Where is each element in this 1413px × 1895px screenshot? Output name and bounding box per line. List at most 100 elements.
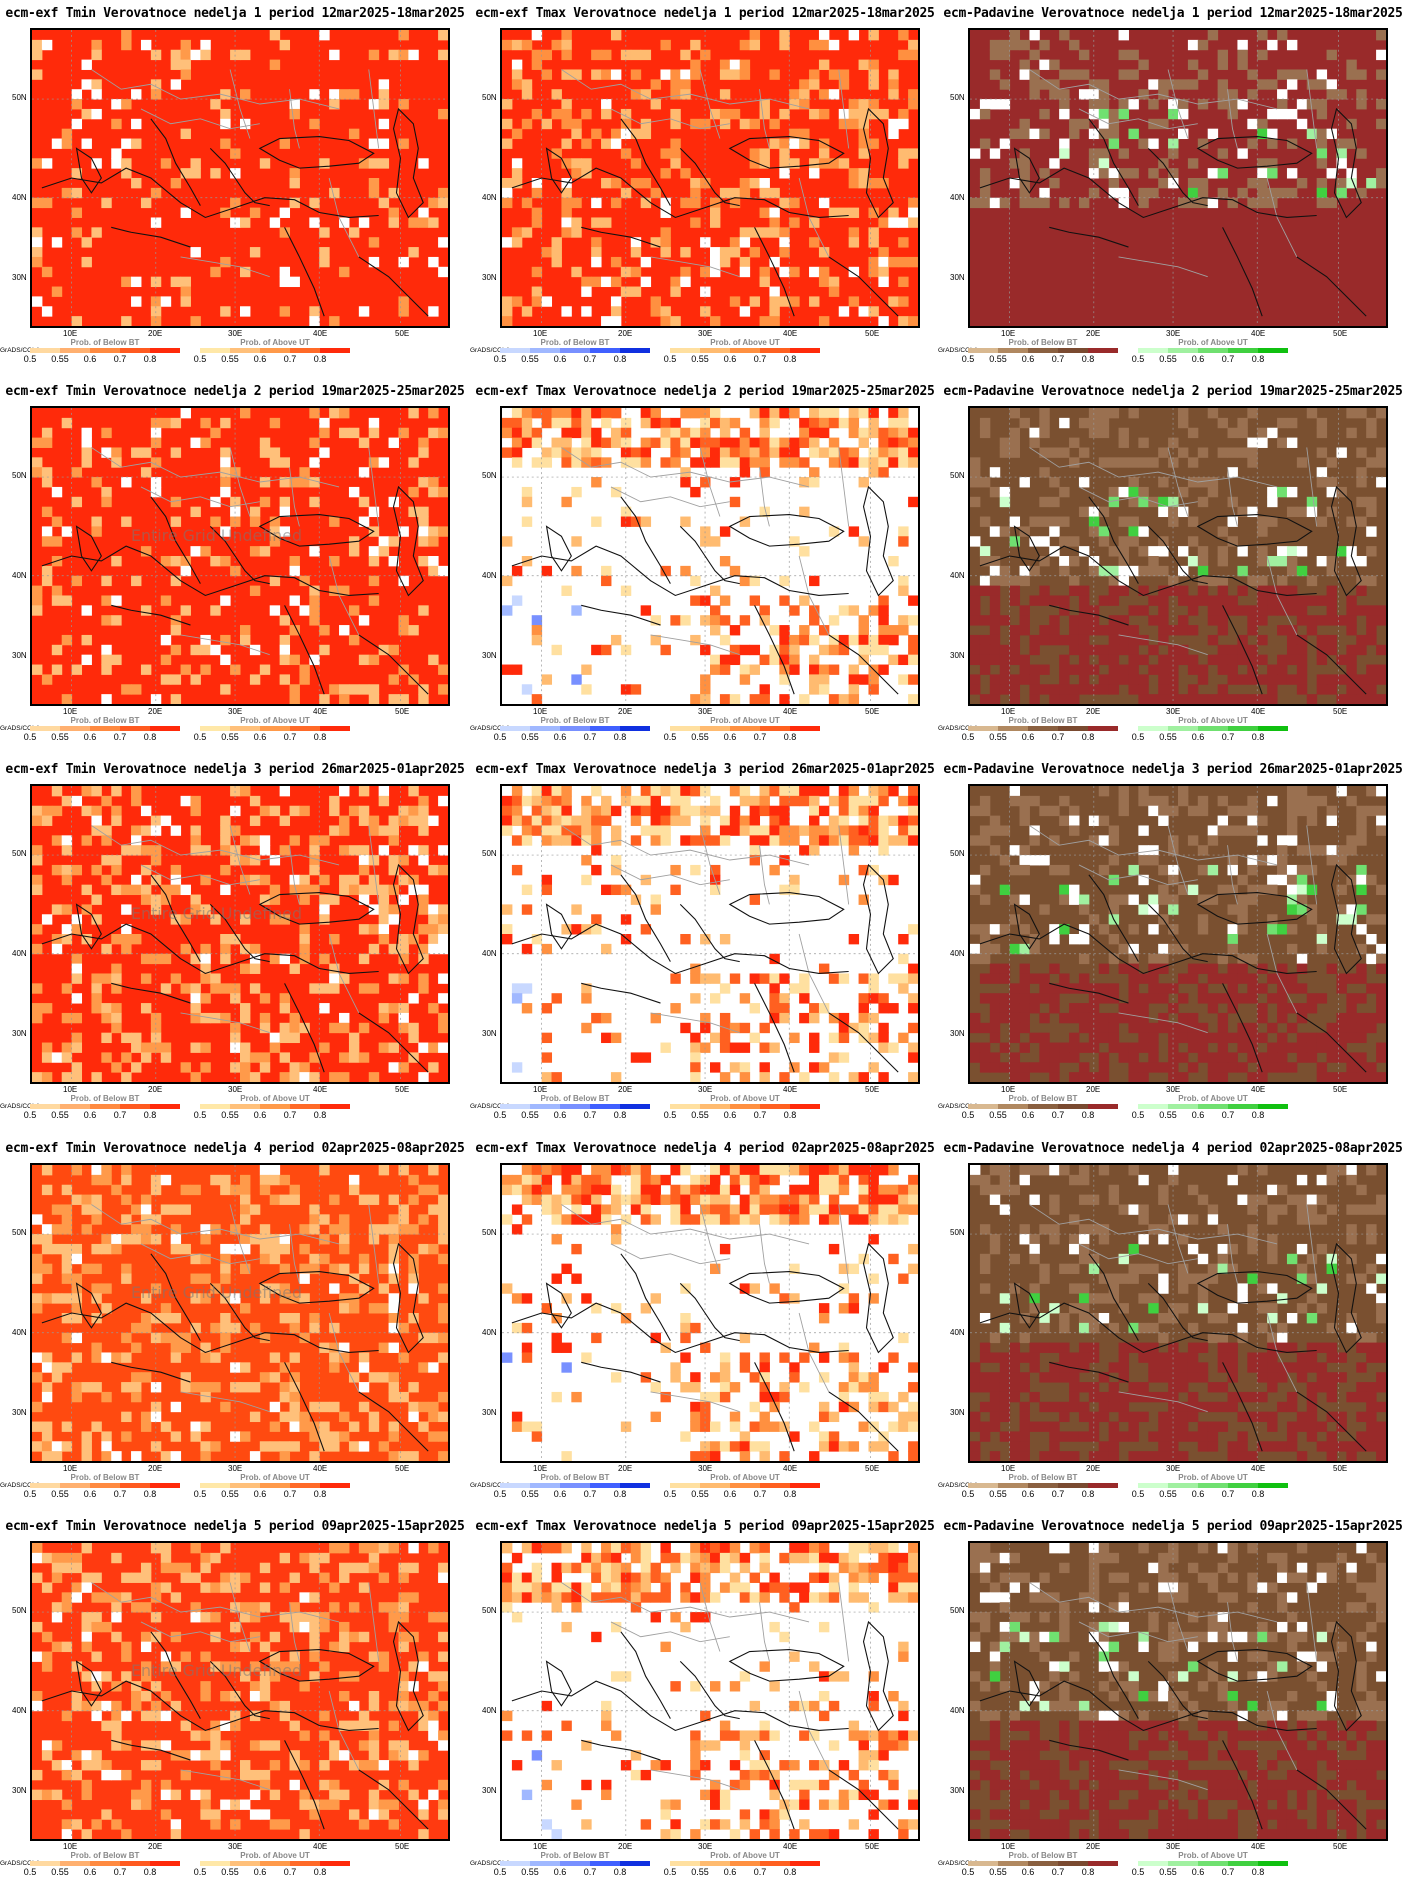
prob-cell [521,1165,533,1176]
prob-cell [1316,674,1328,685]
prob-cell [299,674,310,685]
prob-cell [1376,1042,1386,1053]
prob-cell [259,1052,271,1063]
prob-cell [180,128,191,140]
prob-cell [1049,178,1060,189]
prob-cell [32,227,43,238]
prob-cell [51,1204,63,1215]
prob-cell [1049,1042,1060,1053]
prob-cell [858,1174,869,1186]
prob-cell [378,904,390,915]
prob-cell [561,1362,572,1373]
prob-cell [1326,556,1337,567]
lat-tick-label: 40N [950,949,965,958]
grads-credit: GrADS/COLA [938,347,979,354]
prob-cell [908,316,918,326]
prob-cell [729,417,741,429]
prob-cell [101,1451,112,1461]
prob-cell [101,835,112,846]
colorbar-swatch [998,1104,1028,1109]
prob-cell [81,59,92,70]
prob-cell [749,158,761,169]
prob-cell [121,99,132,110]
prob-cell [769,1421,780,1432]
prob-cell [1296,457,1308,468]
panel-title: ecm-exf Tmax Verovatnoce nedelja 1 perio… [475,6,935,21]
prob-cell [1356,884,1367,896]
prob-cell [888,1194,899,1205]
prob-cell [502,536,513,547]
prob-cell [1237,924,1248,935]
prob-cell [111,1022,122,1034]
prob-cell [398,1165,409,1176]
prob-cell [368,457,380,468]
prob-cell [319,983,330,994]
prob-cell [789,786,800,797]
prob-cell [358,1401,370,1413]
prob-cell [1356,815,1367,826]
prob-cell [1336,973,1347,984]
prob-cell [408,217,419,228]
prob-cell [1366,575,1377,587]
prob-cell [868,1234,879,1245]
prob-cell [719,1042,731,1053]
prob-cell [190,1072,201,1082]
prob-cell [531,1174,543,1186]
prob-cell [81,934,92,945]
prob-cell [408,506,419,518]
prob-cell [521,1184,533,1196]
prob-cell [999,664,1011,675]
prob-cell [1306,575,1318,587]
prob-cell [388,1313,399,1324]
prob-cell [1158,634,1169,646]
prob-cell [91,477,102,488]
prob-cell [1009,684,1021,695]
prob-cell [749,1165,761,1176]
prob-cell [1356,1052,1367,1063]
prob-cell [358,467,370,478]
prob-cell [160,1042,172,1053]
prob-cell [789,983,800,994]
prob-cell [858,128,869,140]
prob-cell [438,1253,448,1265]
prob-cell [828,1214,840,1225]
prob-cell [309,197,320,209]
prob-cell [759,1352,770,1363]
coastline [1049,226,1129,248]
prob-cell [799,99,810,110]
prob-cell [1217,1012,1229,1024]
prob-cell [240,217,251,228]
prob-cell [259,894,271,905]
prob-cell [561,437,572,448]
prob-cell [299,1273,310,1284]
prob-cell [368,1224,380,1235]
prob-cell [111,864,122,876]
prob-cell [908,973,918,984]
country-border [1306,69,1318,149]
prob-cell [561,585,572,596]
country-border [759,845,770,905]
prob-cell [531,694,543,704]
prob-cell [511,993,523,1004]
prob-cell [131,845,142,856]
prob-cell [710,266,721,278]
prob-cell [571,69,582,80]
prob-cell [101,1174,112,1186]
prob-cell [1326,595,1337,606]
prob-cell [1277,654,1288,666]
prob-cell [279,674,291,685]
prob-cell [1247,605,1258,616]
prob-cell [1158,795,1169,807]
prob-cell [358,1382,370,1393]
prob-cell [259,1372,271,1383]
prob-cell [878,634,889,646]
prob-cell [502,118,513,130]
prob-cell [1296,506,1308,518]
prob-cell [279,1441,291,1452]
prob-cell [269,1253,281,1265]
prob-cell [1069,128,1080,140]
coastline [754,983,795,1073]
colorbar-tick: 0.7 [113,1489,127,1499]
prob-cell [898,276,909,288]
prob-cell [41,1224,53,1235]
